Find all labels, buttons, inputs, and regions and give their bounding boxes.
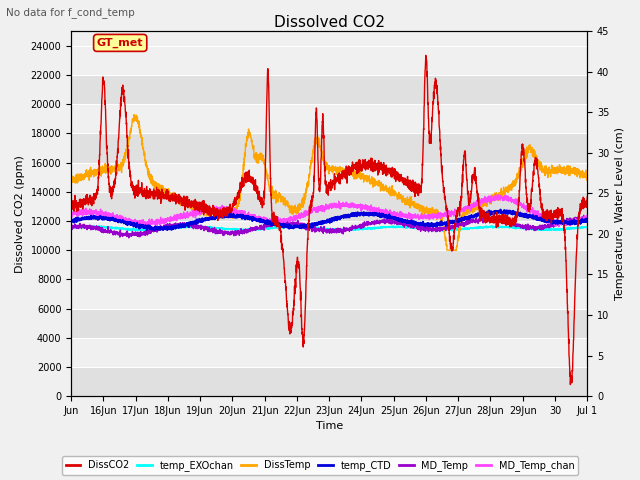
Text: GT_met: GT_met: [97, 38, 143, 48]
Legend: DissCO2, temp_EXOchan, DissTemp, temp_CTD, MD_Temp, MD_Temp_chan: DissCO2, temp_EXOchan, DissTemp, temp_CT…: [62, 456, 578, 475]
Bar: [71, 367, 588, 396]
X-axis label: Time: Time: [316, 421, 343, 432]
Bar: [71, 75, 588, 104]
Bar: [71, 133, 588, 163]
Y-axis label: Temperature, Water Level (cm): Temperature, Water Level (cm): [615, 127, 625, 300]
Text: No data for f_cond_temp: No data for f_cond_temp: [6, 7, 135, 18]
Bar: [71, 250, 588, 279]
Title: Dissolved CO2: Dissolved CO2: [274, 15, 385, 30]
Y-axis label: Dissolved CO2 (ppm): Dissolved CO2 (ppm): [15, 155, 25, 273]
Bar: [71, 192, 588, 221]
Bar: [71, 309, 588, 338]
